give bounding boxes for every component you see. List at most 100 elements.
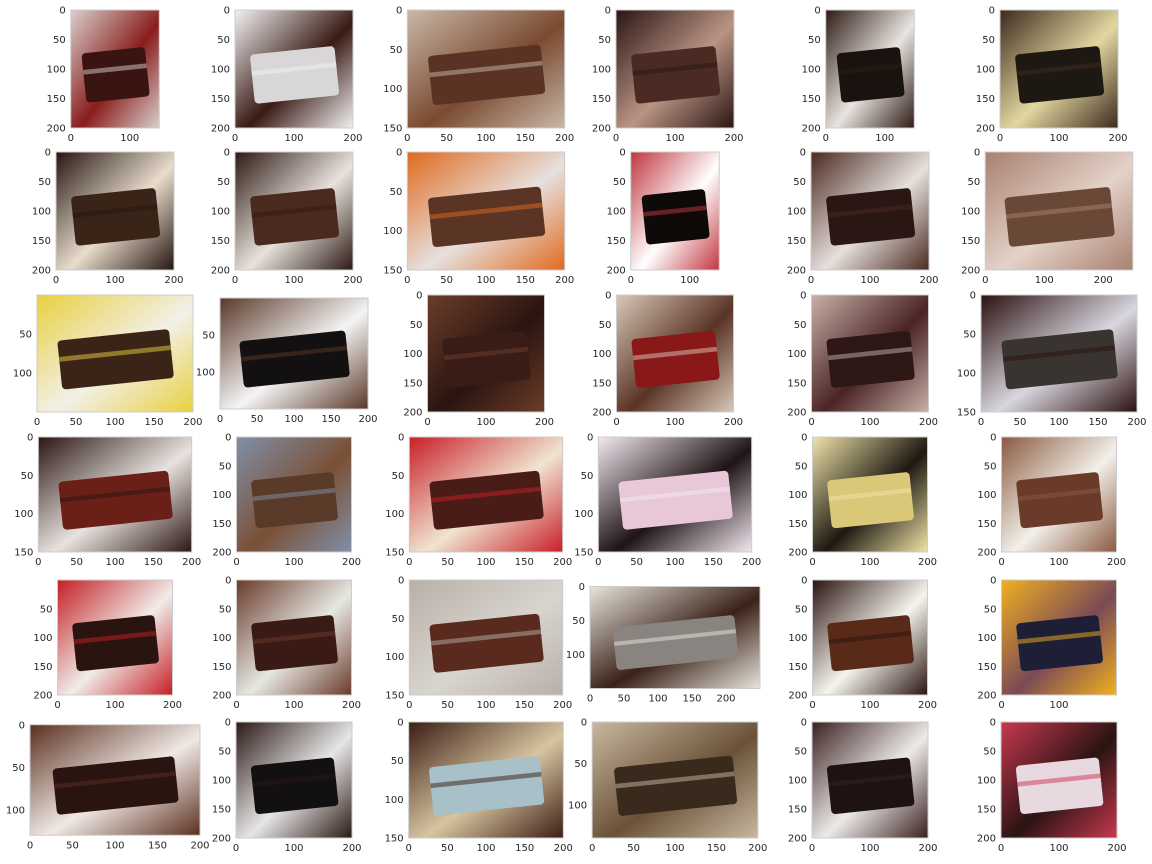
x-tick-label: 200 xyxy=(1108,133,1127,144)
cake-layer-stripe xyxy=(643,205,707,217)
y-tick-label: 100 xyxy=(212,490,231,501)
y-tick-label: 200 xyxy=(212,691,231,702)
x-tick-label: 100 xyxy=(476,417,495,428)
image-panel-13: 0 50 100 150 200 50 100 xyxy=(13,294,203,428)
y-tick-label: 0 xyxy=(579,582,585,593)
x-tick-label: 100 xyxy=(120,133,139,144)
y-tick-label: 100 xyxy=(957,369,976,380)
x-tick-label: 100 xyxy=(105,557,124,568)
x-tick-label: 200 xyxy=(918,700,937,711)
x-tick-label: 100 xyxy=(860,417,879,428)
y-tick-label: 50 xyxy=(963,330,976,341)
x-tick-label: 200 xyxy=(342,700,361,711)
cake-shape xyxy=(250,757,339,814)
cake-shape xyxy=(827,615,914,672)
y-tick-label: 0 xyxy=(397,718,403,729)
x-tick-label: 0 xyxy=(595,557,601,568)
x-tick-label: 100 xyxy=(476,133,495,144)
cake-layer-stripe xyxy=(252,630,336,645)
x-tick-label: 150 xyxy=(516,275,535,286)
y-tick-label: 200 xyxy=(607,266,626,277)
axes-frame xyxy=(234,9,354,129)
y-tick-label: 150 xyxy=(403,378,422,389)
y-tick-label: 0 xyxy=(19,720,25,731)
y-tick-label: 0 xyxy=(990,718,996,729)
image-panel-10: 0 100 0 50 100 150 200 xyxy=(607,148,720,286)
cake-layer-stripe xyxy=(53,771,177,789)
y-tick-label: 0 xyxy=(581,718,587,729)
x-tick-label: 0 xyxy=(233,557,239,568)
x-tick-label: 150 xyxy=(144,417,163,428)
y-tick-label: 50 xyxy=(598,35,611,46)
x-tick-label: 0 xyxy=(997,133,1003,144)
image-panel-27: 0 50 100 150 200 0 50 100 150 xyxy=(385,576,572,712)
x-tick-label: 0 xyxy=(823,133,829,144)
cake-shape xyxy=(251,472,338,529)
y-tick-label: 50 xyxy=(613,177,626,188)
cake-layer-stripe xyxy=(252,487,336,502)
y-tick-label: 0 xyxy=(800,291,806,302)
x-tick-label: 0 xyxy=(978,417,984,428)
image-panel-31: 0 50 100 150 200 0 50 100 xyxy=(6,720,210,851)
cake-shape xyxy=(442,330,531,388)
y-tick-label: 200 xyxy=(212,548,231,559)
cake-shape xyxy=(826,188,916,246)
y-tick-label: 150 xyxy=(47,94,66,105)
image-panel-21: 0 50 100 150 200 0 50 100 150 xyxy=(385,433,572,569)
y-tick-label: 200 xyxy=(788,691,807,702)
y-tick-label: 50 xyxy=(391,756,404,767)
axes-frame xyxy=(406,151,566,271)
cake-shape xyxy=(250,46,340,104)
y-tick-label: 150 xyxy=(32,236,51,247)
cake-shape xyxy=(72,615,159,672)
cake-layer-stripe xyxy=(430,771,542,789)
y-tick-label: 100 xyxy=(212,776,231,787)
y-tick-label: 200 xyxy=(787,266,806,277)
y-tick-label: 100 xyxy=(788,633,807,644)
x-tick-label: 200 xyxy=(918,843,937,854)
cake-layer-stripe xyxy=(632,62,718,76)
y-tick-label: 150 xyxy=(787,236,806,247)
y-tick-label: 100 xyxy=(385,652,404,663)
x-tick-label: 200 xyxy=(1107,557,1126,568)
axes-frame xyxy=(408,579,564,696)
axes-frame xyxy=(811,721,929,839)
x-tick-label: 100 xyxy=(284,700,303,711)
y-tick-label: 50 xyxy=(12,763,25,774)
y-tick-label: 200 xyxy=(403,408,422,419)
x-tick-label: 0 xyxy=(998,557,1004,568)
axes-frame xyxy=(616,294,734,413)
axes-frame xyxy=(1001,436,1117,553)
y-tick-label: 200 xyxy=(787,408,806,419)
x-tick-label: 50 xyxy=(251,414,264,425)
x-tick-label: 100 xyxy=(1049,700,1068,711)
y-tick-label: 100 xyxy=(385,509,404,520)
y-tick-label: 100 xyxy=(566,650,585,661)
y-tick-label: 150 xyxy=(383,124,402,135)
x-tick-label: 50 xyxy=(70,557,83,568)
cake-layer-stripe xyxy=(252,773,336,787)
y-tick-label: 0 xyxy=(225,576,231,587)
x-tick-label: 200 xyxy=(535,417,554,428)
cake-shape xyxy=(428,44,546,106)
x-tick-label: 100 xyxy=(665,133,684,144)
y-tick-label: 0 xyxy=(396,6,402,17)
x-tick-label: 0 xyxy=(233,700,239,711)
x-tick-label: 200 xyxy=(1127,417,1146,428)
x-tick-label: 200 xyxy=(555,133,574,144)
y-tick-label: 0 xyxy=(396,148,402,159)
y-tick-label: 200 xyxy=(977,834,996,845)
y-tick-label: 150 xyxy=(788,662,807,673)
y-tick-label: 150 xyxy=(385,691,404,702)
y-tick-label: 0 xyxy=(800,148,806,159)
y-tick-label: 0 xyxy=(59,6,65,17)
cake-layer-stripe xyxy=(613,629,737,646)
y-tick-label: 150 xyxy=(211,236,230,247)
x-tick-label: 0 xyxy=(68,133,74,144)
x-tick-label: 200 xyxy=(1094,275,1113,286)
image-panel-9: 0 50 100 150 200 0 50 100 150 xyxy=(383,148,574,287)
y-tick-label: 150 xyxy=(961,236,980,247)
